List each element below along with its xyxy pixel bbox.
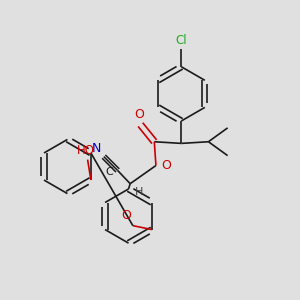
Text: Cl: Cl <box>176 34 187 46</box>
Text: O: O <box>134 108 144 121</box>
Text: O: O <box>161 159 171 172</box>
Text: O: O <box>121 209 131 222</box>
Text: HO: HO <box>77 144 95 157</box>
Text: N: N <box>92 142 101 155</box>
Text: C: C <box>105 167 113 177</box>
Text: H: H <box>135 187 143 197</box>
